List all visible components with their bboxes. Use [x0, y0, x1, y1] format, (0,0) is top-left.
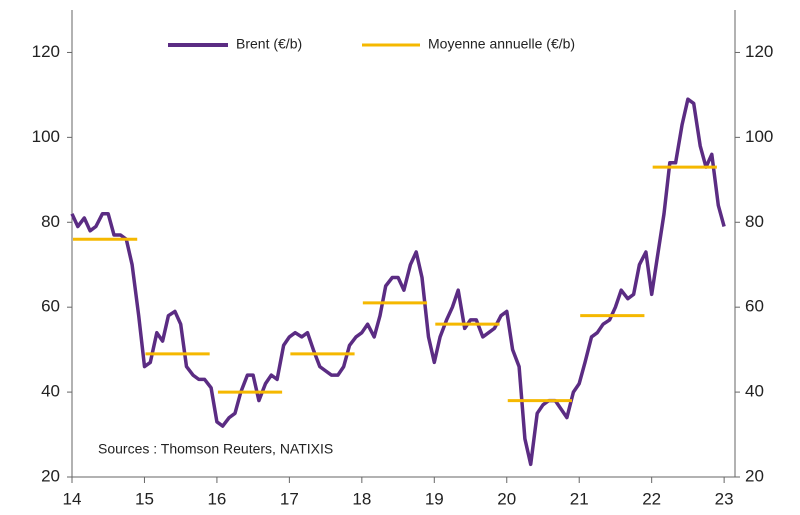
x-tick-label: 14 [63, 489, 82, 508]
x-tick-label: 18 [352, 489, 371, 508]
x-tick-label: 16 [207, 489, 226, 508]
y-tick-label: 60 [41, 297, 60, 316]
y2-tick-label: 20 [745, 466, 764, 485]
y-tick-label: 100 [32, 127, 60, 146]
x-tick-label: 22 [642, 489, 661, 508]
y2-tick-label: 60 [745, 297, 764, 316]
y-tick-label: 80 [41, 212, 60, 231]
y2-tick-label: 40 [745, 382, 764, 401]
x-tick-label: 23 [715, 489, 734, 508]
legend-label: Brent (€/b) [236, 36, 302, 52]
y2-tick-label: 120 [745, 42, 773, 61]
y-tick-label: 40 [41, 382, 60, 401]
y2-tick-label: 100 [745, 127, 773, 146]
y2-tick-label: 80 [745, 212, 764, 231]
x-tick-label: 21 [570, 489, 589, 508]
x-tick-label: 19 [425, 489, 444, 508]
legend-label: Moyenne annuelle (€/b) [428, 36, 575, 52]
x-tick-label: 17 [280, 489, 299, 508]
y-tick-label: 120 [32, 42, 60, 61]
y-tick-label: 20 [41, 466, 60, 485]
x-tick-label: 20 [497, 489, 516, 508]
brent-line [70, 97, 726, 467]
x-tick-label: 15 [135, 489, 154, 508]
source-note: Sources : Thomson Reuters, NATIXIS [98, 441, 333, 457]
